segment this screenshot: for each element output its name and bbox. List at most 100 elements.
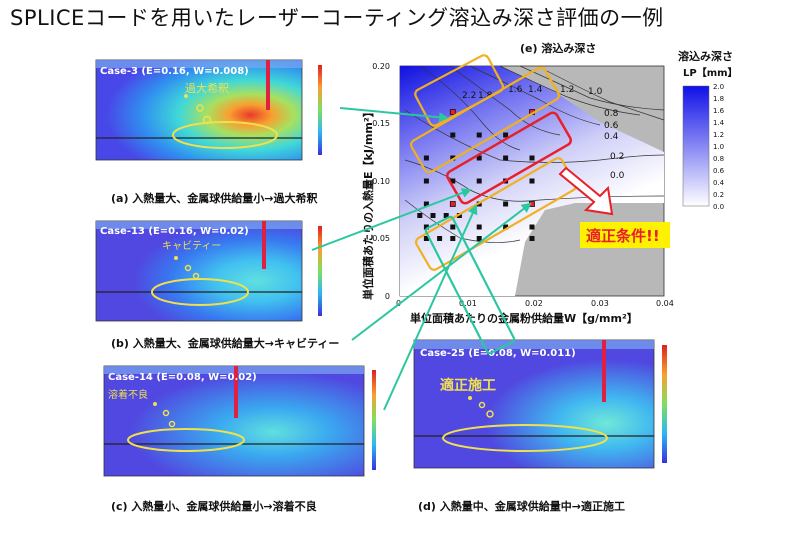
contour-label: 0.8 [604, 109, 619, 119]
contour-label: 0.4 [604, 132, 619, 142]
contour-label: 1.2 [560, 85, 574, 95]
x-tick-label: 0.03 [591, 299, 609, 308]
data-point [529, 178, 535, 184]
red-highlight-box [446, 111, 572, 205]
case-label: Case-25 (E=0.08, W=0.011) [420, 348, 576, 359]
contour-label: 1.4 [528, 85, 543, 95]
lp-tick: 0.0 [713, 203, 724, 211]
data-point [503, 132, 509, 138]
y-axis: 0 0.05 0.10 0.15 0.20 [372, 62, 390, 301]
data-point [450, 236, 456, 241]
lp-colorbar-unit: LP【mm】 [683, 66, 738, 79]
y-tick-label: 0.20 [372, 62, 390, 71]
contour-labels: 2.2 1.8 1.6 1.4 1.2 1.0 0.8 0.6 0.4 0.2 … [462, 85, 625, 181]
lp-tick: 0.2 [713, 191, 724, 199]
highlighted-data-point [529, 201, 535, 207]
arrow [383, 204, 478, 411]
panel-d: Case-25 (E=0.08, W=0.011) 適正施工 (d) 入熱量中、… [413, 339, 667, 513]
panel-b: Case-13 (E=0.16, W=0.02) キャビティー (b) 入熱量大… [95, 220, 339, 350]
data-point [437, 236, 443, 241]
connector-arrows [311, 107, 532, 411]
highlighted-data-point [449, 201, 456, 207]
lp-colorbar [682, 85, 710, 207]
temperature-colorbar [318, 226, 322, 316]
lp-tick: 2.0 [713, 83, 724, 91]
arrow [351, 202, 532, 341]
teal-callout-box [424, 215, 516, 355]
data-point [476, 132, 482, 138]
contour-title: (e) 溶込み深さ [520, 41, 596, 55]
x-tick-label: 0.02 [525, 299, 543, 308]
data-point [503, 224, 509, 230]
contour-label: 1.6 [508, 85, 523, 95]
contour-label: 0.6 [604, 121, 619, 131]
x-tick-label: 0.01 [459, 299, 477, 308]
yellow-highlight-box [410, 66, 560, 174]
data-point [450, 132, 456, 138]
data-point [450, 178, 456, 184]
data-point [529, 224, 535, 230]
data-point [529, 236, 535, 241]
data-point [476, 236, 482, 241]
lp-tick: 1.0 [713, 143, 724, 151]
contour-xlabel: 単位面積あたりの金属粉供給量W【g/mm²】 [410, 311, 638, 325]
data-point [430, 213, 436, 218]
x-tick-label: 0.04 [656, 299, 674, 308]
temperature-colorbar [662, 345, 667, 463]
panel-caption: (d) 入熱量中、金属球供給量中→適正施工 [418, 499, 625, 513]
y-tick-label: 0.05 [372, 234, 390, 243]
contour-label: 1.8 [478, 91, 493, 101]
temperature-colorbar [318, 65, 322, 155]
x-axis: 0 0.01 0.02 0.03 0.04 [396, 299, 674, 308]
phenomenon-label: 溶着不良 [108, 388, 148, 401]
data-point [443, 213, 449, 218]
case-label: Case-13 (E=0.16, W=0.02) [100, 226, 249, 237]
data-point [503, 201, 509, 207]
data-point [503, 155, 509, 161]
data-point [450, 224, 456, 230]
phenomenon-label: 適正施工 [440, 377, 496, 394]
data-point [423, 201, 429, 207]
data-point [476, 178, 482, 184]
contour-label: 0.0 [610, 171, 625, 181]
data-point [423, 224, 429, 230]
data-point [529, 155, 535, 161]
y-tick-label: 0.10 [372, 177, 390, 186]
case-label: Case-3 (E=0.16, W=0.008) [100, 66, 249, 77]
lp-colorbar-ticks: 2.0 1.8 1.6 1.4 1.2 1.0 0.8 0.6 0.4 0.2 … [713, 83, 725, 211]
lp-tick: 0.6 [713, 167, 725, 175]
highlighted-data-point [449, 109, 456, 115]
data-point [423, 155, 429, 161]
case-label: Case-14 (E=0.08, W=0.02) [108, 372, 257, 383]
lp-colorbar-title: 溶込み深さ [678, 49, 733, 63]
data-point [417, 213, 423, 218]
lp-tick: 1.8 [713, 95, 724, 103]
y-tick-label: 0.15 [372, 119, 390, 128]
panel-caption: (a) 入熱量大、金属球供給量小→過大希釈 [111, 191, 319, 205]
contour-label: 2.2 [462, 91, 476, 101]
panel-a: Case-3 (E=0.16, W=0.008) 過大希釈 (a) 入熱量大、金… [95, 59, 322, 205]
temperature-colorbar [372, 370, 376, 470]
callout-text: 適正条件!! [586, 227, 660, 245]
arrow [311, 188, 472, 251]
lp-tick: 1.6 [713, 107, 725, 115]
panel-c: Case-14 (E=0.08, W=0.02) 溶着不良 (c) 入熱量小、金… [103, 365, 376, 513]
data-point [423, 178, 429, 184]
data-point [450, 155, 456, 161]
contour-ylabel: 単位面積あたりの入熱量E【kJ/mm²】 [361, 106, 375, 300]
lp-tick: 1.4 [713, 119, 725, 127]
contour-panel: (e) 溶込み深さ 2.2 1.8 1.6 1.4 1.2 1.0 0.8 0.… [361, 41, 738, 325]
contour-label: 1.0 [588, 87, 603, 97]
lp-tick: 0.4 [713, 179, 725, 187]
page-title: SPLICEコードを用いたレーザーコーティング溶込み深さ評価の一例 [10, 6, 664, 30]
panel-caption: (b) 入熱量大、金属球供給量大→キャビティー [111, 336, 339, 350]
data-point [476, 224, 482, 230]
lp-tick: 0.8 [713, 155, 724, 163]
callout-box [580, 222, 670, 248]
data-point [476, 155, 482, 161]
contour-label: 0.2 [610, 152, 624, 162]
lp-tick: 1.2 [713, 131, 724, 139]
condition-arrow [558, 166, 614, 216]
panel-caption: (c) 入熱量小、金属球供給量小→溶着不良 [111, 499, 317, 513]
